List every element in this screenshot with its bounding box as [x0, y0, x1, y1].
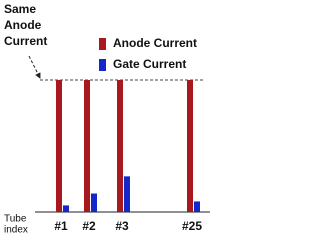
bar [91, 193, 97, 212]
annotation: Current [4, 34, 47, 48]
bar [63, 205, 69, 212]
annotation-arrow [28, 55, 41, 79]
x-tick-label: #3 [115, 219, 129, 233]
bar [84, 80, 90, 212]
bar [194, 201, 200, 212]
page: {"chart_data": {"type": "bar", "annotati… [4, 2, 210, 236]
annotation: Same [4, 2, 36, 16]
annotation: Anode [4, 18, 42, 32]
legend-swatch [99, 38, 106, 50]
legend-label: Anode Current [113, 36, 197, 50]
bar [187, 80, 193, 212]
x-tick-label: #2 [82, 219, 96, 233]
x-tick-label: #1 [54, 219, 68, 233]
bar [124, 176, 130, 212]
x-tick-label: #25 [182, 219, 202, 233]
legend-swatch [99, 59, 106, 71]
x-axis-label: Tube [4, 214, 27, 225]
bar [117, 80, 123, 212]
bar [56, 80, 62, 212]
x-axis-label: index [4, 225, 28, 236]
legend-label: Gate Current [113, 57, 186, 71]
